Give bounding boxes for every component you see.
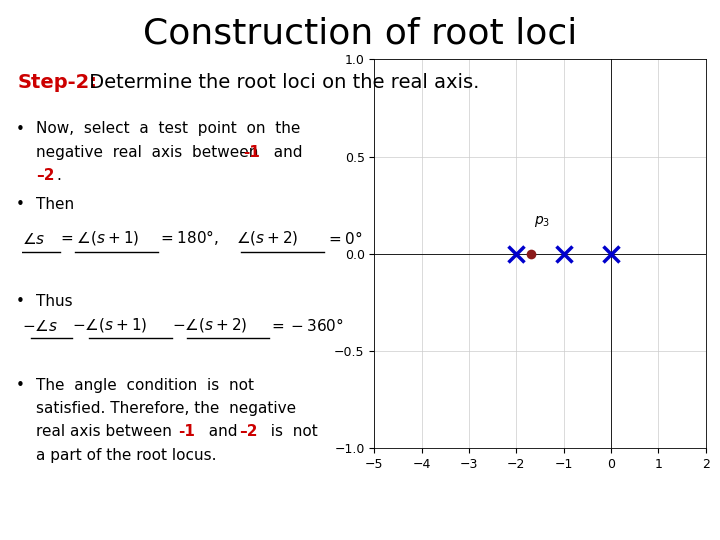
Text: $\angle (s+2)$: $\angle (s+2)$ (236, 230, 298, 247)
Text: real axis between: real axis between (36, 424, 176, 440)
Text: negative  real  axis  between: negative real axis between (36, 145, 264, 160)
Text: and: and (199, 424, 243, 440)
Text: $- \angle (s+2)$: $- \angle (s+2)$ (172, 316, 247, 334)
Text: –2: –2 (239, 424, 258, 440)
Text: Construction of root loci: Construction of root loci (143, 16, 577, 50)
Text: is  not: is not (261, 424, 318, 440)
Text: •: • (16, 378, 24, 393)
Text: Now,  select  a  test  point  on  the: Now, select a test point on the (36, 122, 300, 137)
Text: Then: Then (36, 197, 74, 212)
Text: •: • (16, 294, 24, 309)
Text: –2: –2 (36, 168, 55, 183)
Text: Step-2:: Step-2: (18, 73, 98, 92)
Text: $= 180°,$: $= 180°,$ (158, 228, 219, 247)
Text: $= 0°$: $= 0°$ (325, 231, 362, 247)
Text: The  angle  condition  is  not: The angle condition is not (36, 378, 254, 393)
Text: $-\angle s$: $-\angle s$ (22, 319, 58, 334)
Text: $= -360°$: $= -360°$ (269, 317, 343, 334)
Text: Determine the root loci on the real axis.: Determine the root loci on the real axis… (83, 73, 480, 92)
Text: $- \angle (s+1)$: $- \angle (s+1)$ (72, 316, 147, 334)
Text: and: and (264, 145, 302, 160)
Text: $p_3$: $p_3$ (534, 213, 550, 228)
Text: -1: -1 (179, 424, 195, 440)
Text: .: . (56, 168, 61, 183)
Text: -1: -1 (243, 145, 260, 160)
Text: $= \angle (s+1)$: $= \angle (s+1)$ (58, 230, 139, 247)
Text: a part of the root locus.: a part of the root locus. (36, 448, 217, 463)
Text: satisfied. Therefore, the  negative: satisfied. Therefore, the negative (36, 401, 296, 416)
Text: $\angle s$: $\angle s$ (22, 232, 45, 247)
Text: •: • (16, 122, 24, 137)
Text: Thus: Thus (36, 294, 73, 309)
Text: •: • (16, 197, 24, 212)
